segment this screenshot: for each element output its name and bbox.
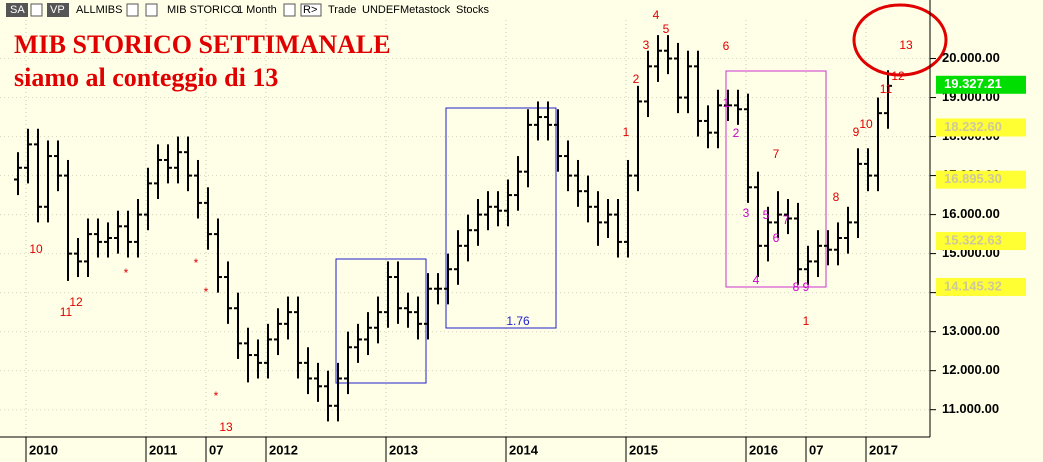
x-tick-label: 2012: [269, 442, 298, 457]
annotation: 10: [859, 117, 873, 131]
button[interactable]: [6, 3, 28, 17]
highlight-circle: [852, 3, 948, 77]
y-tick-label: 12.000.00: [942, 362, 1000, 377]
annotation: *: [214, 389, 219, 403]
button[interactable]: [47, 3, 69, 17]
bars: [14, 35, 892, 422]
annotation: *: [204, 285, 209, 299]
price-tag-label: 16.895.30: [944, 171, 1002, 186]
price-tag: [936, 118, 1026, 137]
x-tick-label: 07: [809, 442, 823, 457]
annotation: 5: [663, 22, 670, 36]
toolbar-item[interactable]: R>: [303, 4, 317, 16]
y-tick-label: 11.000.00: [942, 401, 999, 416]
annotation: 7: [773, 147, 780, 161]
annotation: 7: [783, 213, 790, 227]
annotation: 9: [803, 280, 810, 294]
annotation: 11: [880, 82, 893, 96]
annotation: 4: [753, 273, 760, 287]
toolbar-item[interactable]: Trade: [328, 4, 356, 16]
annotation: 3: [643, 38, 650, 52]
annotation: 2: [733, 126, 740, 140]
y-tick-label: 13.000.00: [942, 323, 1000, 338]
toolbar-item[interactable]: 1 Month: [237, 4, 277, 16]
dropdown[interactable]: [30, 3, 43, 17]
toolbar-item[interactable]: ALLMIBS: [76, 4, 122, 16]
toolbar-item[interactable]: UNDEF: [362, 4, 400, 16]
annotation: 8: [833, 190, 840, 204]
annotation: 1: [803, 314, 810, 328]
annotation: 13: [899, 38, 913, 52]
toolbar-item[interactable]: Stocks: [456, 4, 490, 16]
dropdown[interactable]: [126, 3, 139, 17]
annotation: 10: [29, 242, 43, 256]
chart-subtitle: siamo al conteggio di 13: [14, 63, 278, 92]
annotation: 1.76: [506, 314, 530, 328]
box: [725, 70, 827, 288]
annotation: *: [124, 266, 129, 280]
toolbar-item[interactable]: Metastock: [400, 4, 451, 16]
annotation: 2: [633, 72, 640, 86]
x-tick-label: 2013: [389, 442, 418, 457]
annotation: 1: [723, 96, 730, 110]
grid: [0, 20, 930, 437]
annotation: 13: [219, 420, 233, 434]
chart-title: MIB STORICO SETTIMANALE: [14, 30, 391, 59]
price-tag-label: 14.145.32: [944, 278, 1002, 293]
annotation: 8: [793, 280, 800, 294]
button[interactable]: [300, 3, 322, 17]
y-tick-label: 20.000.00: [942, 50, 1000, 65]
box: [445, 107, 557, 329]
annotation: 12: [69, 295, 83, 309]
price-tag: [936, 75, 1026, 94]
x-tick-label: 2011: [149, 442, 177, 457]
dropdown[interactable]: [145, 3, 158, 17]
annotation: *: [194, 256, 199, 270]
annotation: 6: [723, 39, 730, 53]
overlays: [335, 70, 827, 384]
price-tag-label: 18.232.60: [944, 119, 1002, 134]
box: [335, 258, 427, 384]
annotation: 9: [853, 125, 860, 139]
price-tag: [936, 277, 1026, 296]
annotation: 11: [60, 305, 73, 319]
x-tick-label: 2016: [749, 442, 778, 457]
annotation: 6: [773, 231, 780, 245]
x-tick-label: 2015: [629, 442, 658, 457]
price-tag-label: 19.327.21: [944, 76, 1002, 91]
dropdown[interactable]: [283, 3, 296, 17]
annotation: 12: [891, 69, 905, 83]
price-tag: [936, 232, 1026, 251]
annotation: 5: [763, 208, 770, 222]
annotation: 4: [653, 8, 660, 22]
toolbar-item[interactable]: MIB STORICO: [167, 4, 240, 16]
toolbar-item[interactable]: VP: [50, 4, 65, 16]
y-tick-label: 16.000.00: [942, 206, 1000, 221]
toolbar-item[interactable]: SA: [10, 4, 25, 16]
annotation: 3: [743, 206, 750, 220]
price-tag: [936, 170, 1026, 189]
x-tick-label: 2014: [509, 442, 539, 457]
x-tick-label: 07: [209, 442, 223, 457]
annotation: 1: [623, 125, 630, 139]
toolbar: SA VP ALLMIBS MIB STORICO 1 Month R> Tra…: [6, 3, 490, 17]
price-tag-label: 15.322.63: [944, 232, 1002, 247]
x-tick-label: 2010: [29, 442, 58, 457]
x-tick-label: 2017: [869, 442, 898, 457]
